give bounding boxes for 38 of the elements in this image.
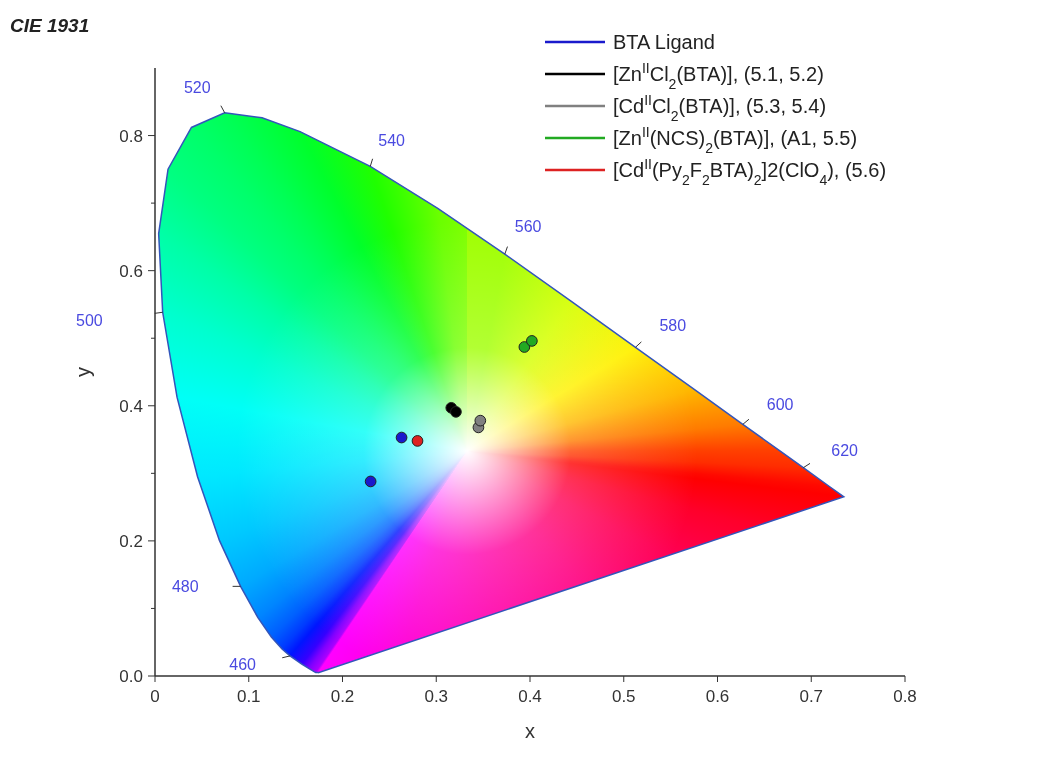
x-tick-label: 0.8 bbox=[893, 687, 917, 706]
x-tick-label: 0.7 bbox=[799, 687, 824, 706]
annotation: 520 bbox=[183, 78, 211, 96]
text: [Cd$^{II}$(Py$_{2}$F$_{2}$BTA)$_{2}$]2(ClO$_{4}$), (5.6) bbox=[613, 156, 887, 188]
y-tick-label: 0.6 bbox=[119, 261, 143, 281]
x-tick-label: 0.2 bbox=[330, 687, 355, 706]
annotation: 580 bbox=[659, 317, 687, 335]
y-tick-label: 0.8 bbox=[119, 126, 143, 146]
legend-label: [Zn$^{II}$(NCS)$_{2}$(BTA)], (A1, 5.5) bbox=[613, 124, 858, 156]
x-tick-label: 0.3 bbox=[424, 687, 449, 706]
point bbox=[450, 406, 462, 418]
point bbox=[518, 341, 531, 353]
point bbox=[395, 431, 408, 444]
point bbox=[474, 414, 487, 427]
annotation: 540 bbox=[378, 132, 406, 150]
y-tick-label: 0.0 bbox=[119, 667, 143, 686]
x-tick-label: 0.4 bbox=[518, 687, 542, 706]
annotation: 460 bbox=[229, 655, 257, 673]
x-tick-label: 0 bbox=[150, 687, 160, 706]
x-tick-label: 0.6 bbox=[705, 687, 730, 706]
y-axis-title: y bbox=[72, 367, 94, 377]
x-axis-title: x bbox=[525, 720, 535, 742]
annotation: 560 bbox=[514, 218, 542, 236]
chart-title: CIE 1931 bbox=[10, 15, 90, 36]
legend-label: [Cd$^{II}$Cl$_{2}$(BTA)], (5.3, 5.4) bbox=[613, 92, 827, 124]
annotation: 620 bbox=[831, 441, 859, 459]
annotation: 480 bbox=[171, 578, 199, 596]
legend-label: [Zn$^{II}$Cl$_{2}$(BTA)], (5.1, 5.2) bbox=[613, 60, 824, 92]
x-tick-label: 0.5 bbox=[611, 687, 636, 706]
point bbox=[364, 475, 377, 488]
text: 500 bbox=[75, 312, 103, 330]
y-tick-label: 0.4 bbox=[119, 396, 143, 416]
point bbox=[411, 435, 424, 447]
annotation: 600 bbox=[766, 396, 794, 414]
legend-label: BTA Ligand bbox=[613, 31, 715, 53]
y-tick-label: 0.2 bbox=[119, 531, 143, 551]
x-tick-label: 0.1 bbox=[236, 687, 261, 706]
point bbox=[526, 335, 538, 347]
